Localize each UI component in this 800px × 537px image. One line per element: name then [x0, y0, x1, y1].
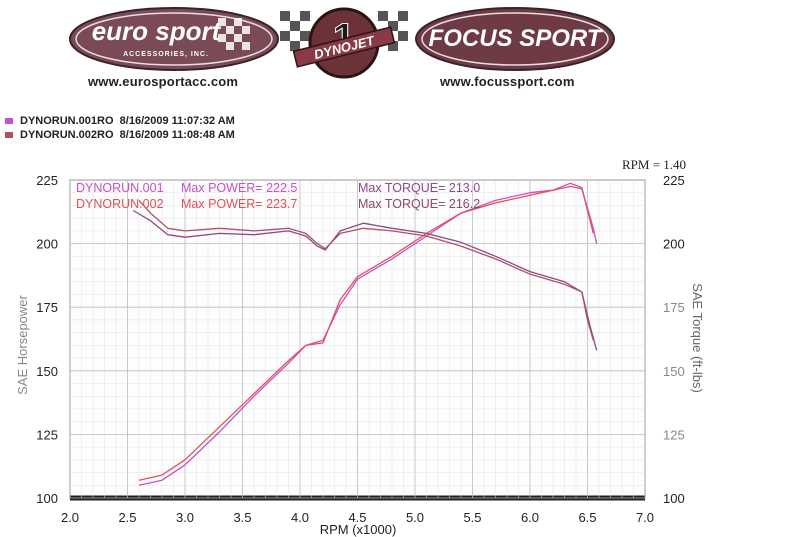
run-2-swatch [5, 132, 13, 139]
y2-tick-label: 225 [663, 173, 685, 188]
run-legend-1: DYNORUN.001RO 8/16/2009 11:07:32 AM [5, 115, 235, 127]
annotation-max-torque-1: Max TORQUE= 213.0 [358, 181, 480, 195]
y-tick-label: 175 [36, 300, 58, 315]
x-tick-label: 5.5 [463, 510, 481, 525]
y-tick-label: 125 [36, 427, 58, 442]
y2-tick-label: 125 [663, 427, 685, 442]
run-1-swatch [5, 118, 13, 125]
eurosport-url[interactable]: www.eurosportacc.com [88, 74, 239, 89]
focussport-logo: FOCUS SPORT [415, 7, 615, 71]
x-tick-label: 4.5 [348, 510, 366, 525]
x-axis-label: RPM (x1000) [320, 522, 397, 537]
annotation-run-1: DYNORUN.001 [76, 181, 164, 195]
run-1-datetime: 8/16/2009 11:07:32 AM [119, 115, 235, 127]
focussport-brand-text: FOCUS SPORT [429, 25, 604, 52]
y2-tick-label: 175 [663, 300, 685, 315]
eurosport-logo: euro sport ACCESSORIES, INC. [69, 7, 279, 71]
run-legend-2: DYNORUN.002RO 8/16/2009 11:08:48 AM [5, 129, 235, 141]
annotation-max-power-2: Max POWER= 223.7 [181, 197, 297, 211]
series-line-1 [138, 185, 598, 486]
eurosport-tagline: ACCESSORIES, INC. [123, 51, 209, 58]
x-tick-label: 7.0 [636, 510, 654, 525]
chart-series [132, 182, 598, 486]
y2-axis-label: SAE Torque (ft-lbs) [690, 283, 705, 393]
focussport-url[interactable]: www.focussport.com [440, 74, 575, 89]
x-tick-label: 2.5 [118, 510, 136, 525]
dynojet-logo: 1 DYNOJET [280, 7, 408, 79]
logo-header: euro sport ACCESSORIES, INC. www.eurospo… [0, 0, 800, 95]
series-line-4 [138, 199, 594, 341]
x-tick-label: 3.5 [233, 510, 251, 525]
annotation-run-2: DYNORUN.002 [76, 197, 164, 211]
x-tick-label: 5.0 [406, 510, 424, 525]
y-tick-label: 100 [36, 491, 58, 506]
annotation-max-power-1: Max POWER= 222.5 [181, 181, 297, 195]
y-tick-label: 225 [36, 173, 58, 188]
annotation-max-torque-2: Max TORQUE= 216.2 [358, 197, 480, 211]
series-line-3 [132, 209, 598, 351]
run-2-datetime: 8/16/2009 11:08:48 AM [119, 129, 235, 141]
chart-grid [69, 179, 646, 501]
y2-tick-label: 200 [663, 237, 685, 252]
y-tick-label: 200 [36, 237, 58, 252]
x-tick-label: 3.0 [176, 510, 194, 525]
y2-tick-label: 150 [663, 364, 685, 379]
y-axis-label: SAE Horsepower [15, 294, 30, 394]
x-tick-label: 4.0 [291, 510, 309, 525]
run-2-name: DYNORUN.002RO [20, 129, 114, 141]
x-tick-label: 6.0 [521, 510, 539, 525]
run-1-name: DYNORUN.001RO [20, 115, 114, 127]
x-tick-label: 6.5 [578, 510, 596, 525]
series-line-2 [138, 182, 594, 481]
y2-tick-label: 100 [663, 491, 685, 506]
eurosport-brand-text: euro sport [92, 16, 222, 46]
chart-ticks: 2.0 2.5 3.0 3.5 4.0 4.5 5.0 5.5 6.0 6.5 7.0 100 125 1… [36, 173, 684, 525]
rpm-factor: RPM = 1.40 [622, 157, 687, 172]
chart-annotations: DYNORUN.001 Max POWER= 222.5 Max TORQUE= 2… [76, 181, 480, 211]
x-tick-label: 2.0 [61, 510, 79, 525]
y-tick-label: 150 [36, 364, 58, 379]
